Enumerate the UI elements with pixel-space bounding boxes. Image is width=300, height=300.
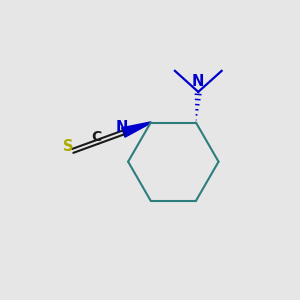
Polygon shape	[122, 122, 151, 137]
Text: S: S	[63, 139, 74, 154]
Text: N: N	[192, 74, 205, 89]
Text: C: C	[92, 130, 102, 144]
Text: N: N	[116, 120, 128, 135]
